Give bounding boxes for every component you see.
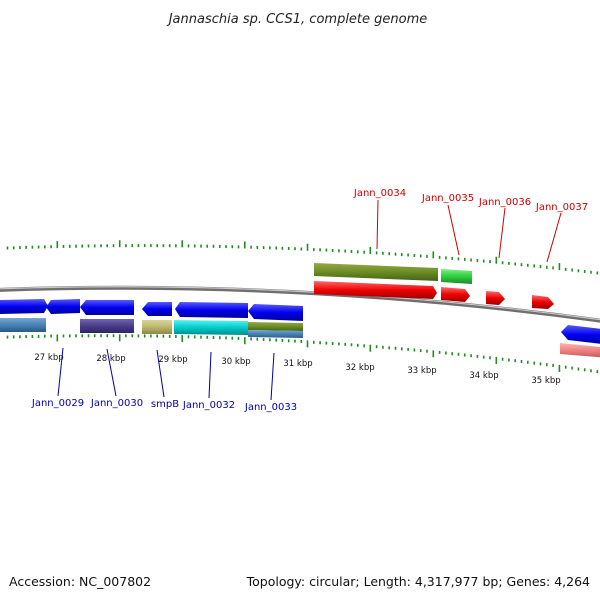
scale-label: 33 kbp	[407, 366, 436, 376]
accession-text: Accession: NC_007802	[9, 574, 151, 589]
gene-label-jann-0029[interactable]: Jann_0029	[31, 398, 84, 409]
gene-arrow-jann-0033[interactable]	[248, 304, 303, 321]
gene-label-smpb[interactable]: smpB	[151, 399, 179, 410]
scale-label: 35 kbp	[531, 376, 560, 386]
gene-arrow-jann-0037[interactable]	[532, 295, 554, 309]
gene-arrow-jann-0034[interactable]	[314, 281, 437, 299]
gene-arrow-jann-0029[interactable]	[46, 299, 80, 314]
reverse-strand-features	[0, 299, 600, 358]
gene-labels-forward: Jann_0034 Jann_0035 Jann_0036 Jann_0037	[353, 188, 588, 263]
gene-arrow-jann-0036[interactable]	[486, 291, 505, 305]
map-title: Jannaschia sp. CCS1, complete genome	[166, 12, 428, 27]
scale-labels: 27 kbp 28 kbp 29 kbp 30 kbp 31 kbp 32 kb…	[34, 353, 560, 386]
forward-strand-features	[314, 263, 554, 309]
feature-bar-slate[interactable]	[80, 319, 134, 333]
gene-label-jann-0035[interactable]: Jann_0035	[421, 193, 474, 204]
feature-bar-khaki[interactable]	[142, 320, 172, 334]
scale-label: 32 kbp	[345, 363, 374, 373]
genome-backbone	[0, 285, 600, 323]
feature-bar-pink[interactable]	[560, 343, 600, 358]
gene-label-jann-0032[interactable]: Jann_0032	[182, 400, 235, 411]
gene-arrow-jann-0032[interactable]	[175, 302, 248, 318]
scale-label: 30 kbp	[221, 357, 250, 367]
gene-arrow-jann-0035[interactable]	[441, 287, 470, 302]
feature-bar-olive[interactable]	[314, 263, 438, 281]
scale-label: 27 kbp	[34, 353, 63, 363]
gene-label-jann-0036[interactable]: Jann_0036	[478, 197, 531, 208]
tick-marks-inner	[6, 334, 599, 374]
scale-label: 31 kbp	[283, 359, 312, 369]
feature-bar-cyan[interactable]	[174, 320, 248, 335]
genome-summary-text: Topology: circular; Length: 4,317,977 bp…	[246, 574, 590, 589]
scale-label: 34 kbp	[469, 371, 498, 381]
scale-label: 28 kbp	[96, 354, 125, 364]
gene-arrow-jann-0030[interactable]	[80, 300, 134, 315]
gene-label-jann-0034[interactable]: Jann_0034	[353, 188, 406, 199]
gene-labels-reverse: Jann_0029 Jann_0030 smpB Jann_0032 Jann_…	[31, 347, 297, 413]
gene-label-jann-0030[interactable]: Jann_0030	[90, 398, 143, 409]
gene-arrow-right-edge[interactable]	[561, 325, 600, 345]
feature-bar-steel-a[interactable]	[0, 318, 46, 332]
feature-bar-steel-b[interactable]	[248, 330, 303, 338]
gene-label-jann-0033[interactable]: Jann_0033	[244, 402, 297, 413]
scale-label: 29 kbp	[158, 355, 187, 365]
gene-label-jann-0037[interactable]: Jann_0037	[535, 202, 588, 213]
gene-arrow-smpb[interactable]	[142, 302, 172, 316]
feature-bar-green[interactable]	[441, 269, 472, 284]
gene-arrow-left-a[interactable]	[0, 299, 48, 314]
feature-bar-olive-b[interactable]	[248, 322, 303, 331]
tick-marks-outer	[6, 240, 599, 275]
